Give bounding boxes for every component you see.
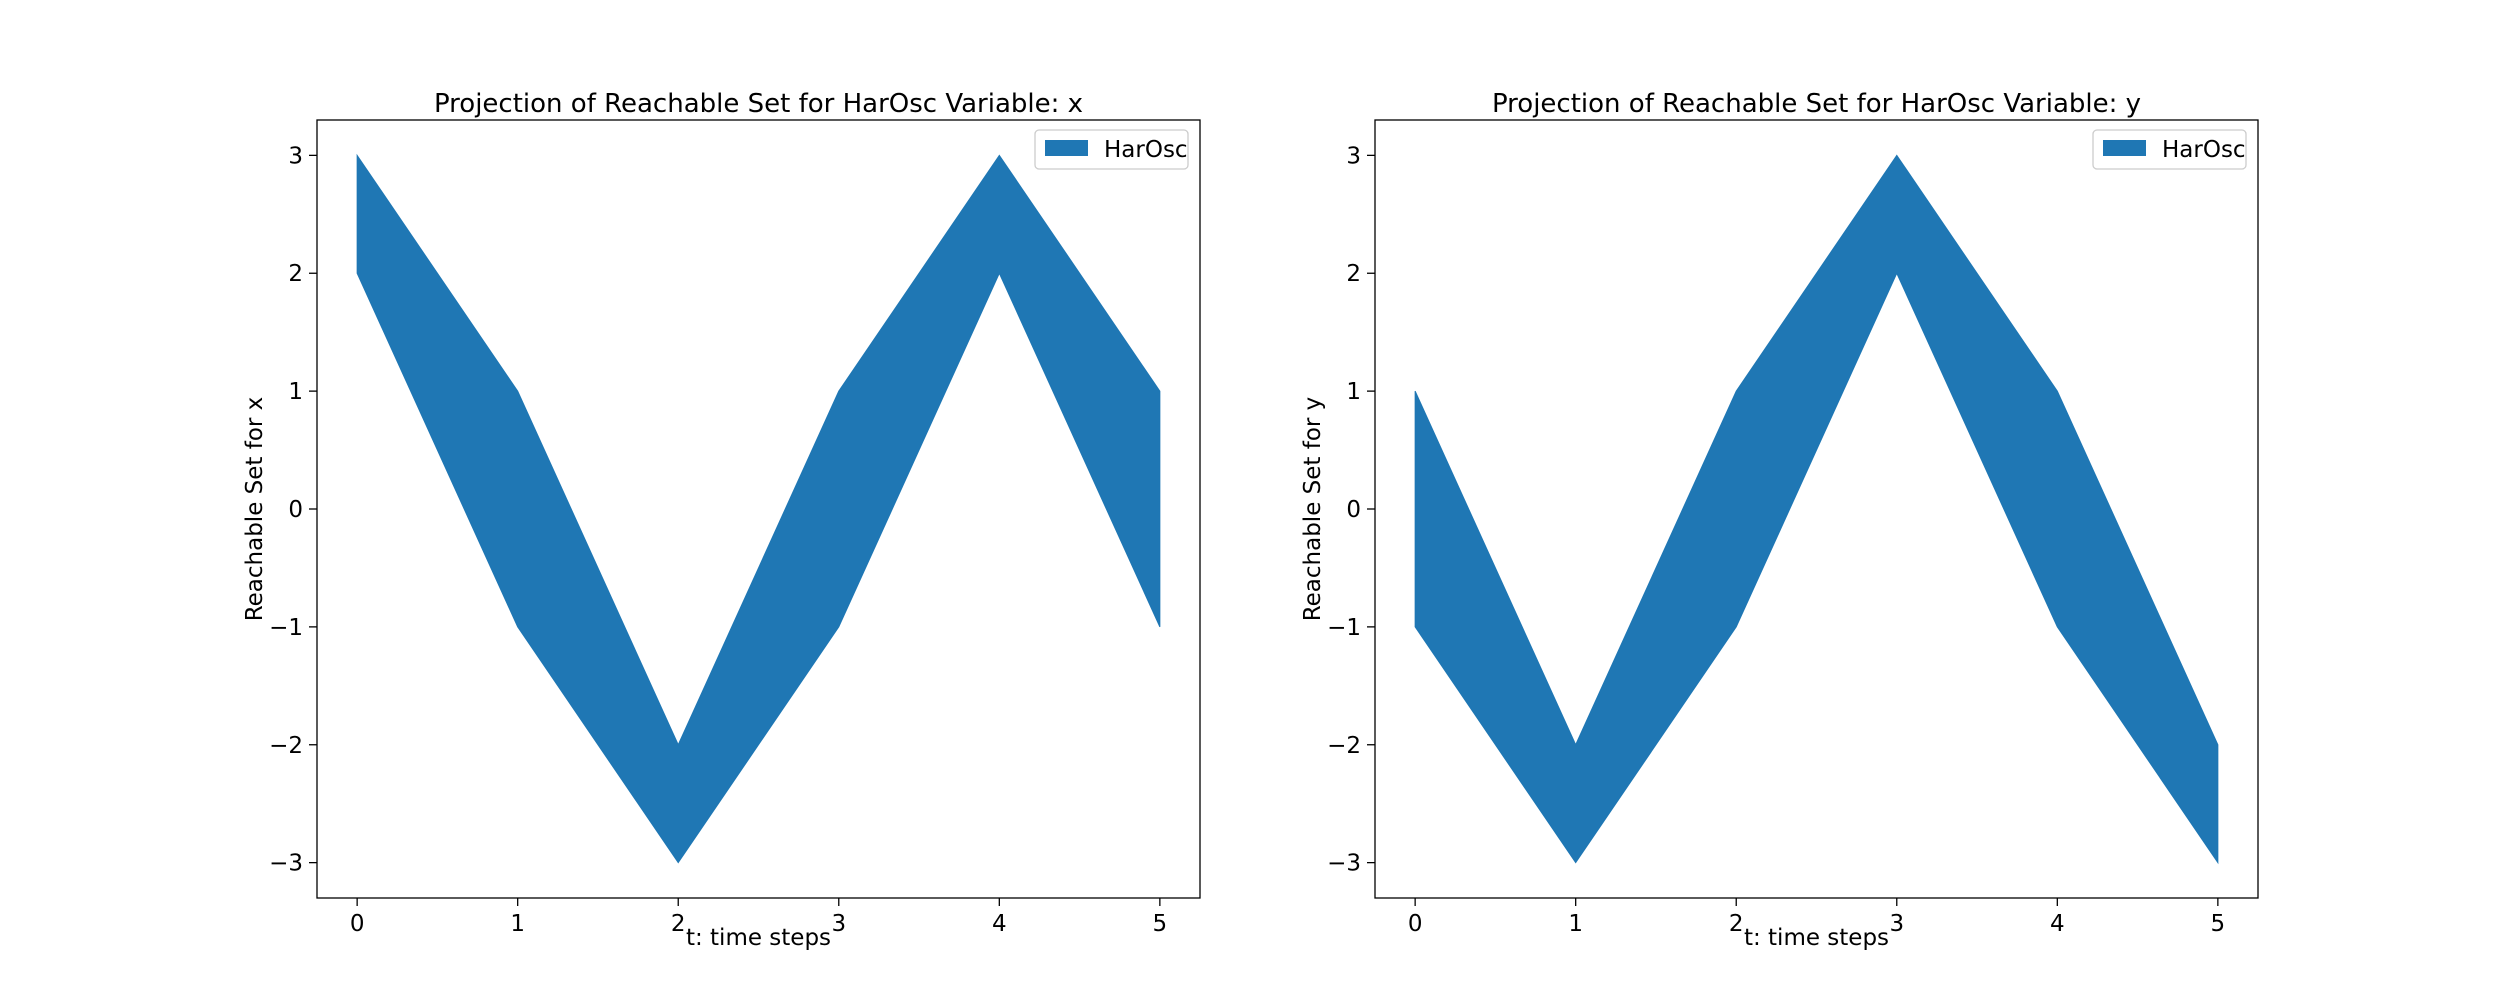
y-tick-label: 0 — [1346, 497, 1361, 523]
x-tick-label: 2 — [1729, 911, 1744, 937]
y-tick-label: −1 — [1327, 615, 1361, 641]
x-tick-label: 1 — [1568, 911, 1583, 937]
x-axis-label: t: time steps — [1744, 925, 1889, 951]
tick-layer: 0 1 2 3 4 5 −3 −2 −1 0 1 2 3 — [1327, 143, 2225, 937]
legend: HarOsc — [2092, 129, 2247, 170]
y-tick-label: −2 — [1327, 733, 1361, 759]
y-tick-label: 1 — [1346, 379, 1361, 405]
y-tick-label: −3 — [269, 851, 303, 877]
y-axis-label: Reachable Set for y — [1300, 397, 1326, 622]
x-tick-label: 0 — [1408, 911, 1423, 937]
chart-y: Projection of Reachable Set for HarOsc V… — [1300, 89, 2259, 951]
chart-title: Projection of Reachable Set for HarOsc V… — [1492, 89, 2141, 119]
y-axis-label: Reachable Set for x — [242, 397, 268, 622]
plot-area — [356, 153, 1161, 864]
legend-label: HarOsc — [2162, 137, 2246, 163]
plot-area — [1414, 154, 2219, 865]
y-tick-label: 1 — [288, 379, 303, 405]
legend: HarOsc — [1034, 129, 1189, 170]
legend-frame — [1034, 129, 1189, 170]
legend-swatch — [2103, 140, 2146, 156]
tick-layer: 0 1 2 3 4 5 −3 −2 −1 0 1 2 3 — [269, 143, 1167, 937]
legend-label: HarOsc — [1104, 137, 1188, 163]
x-tick-label: 4 — [2050, 911, 2065, 937]
x-tick-label: 0 — [350, 911, 365, 937]
y-tick-label: −3 — [1327, 851, 1361, 877]
y-tick-label: 2 — [1346, 261, 1361, 287]
x-tick-label: 4 — [992, 911, 1007, 937]
y-tick-label: 2 — [288, 261, 303, 287]
x-tick-label: 3 — [1889, 911, 1904, 937]
y-tick-label: 0 — [288, 497, 303, 523]
x-tick-label: 5 — [1153, 911, 1168, 937]
y-tick-label: −2 — [269, 733, 303, 759]
x-tick-label: 5 — [2211, 911, 2226, 937]
x-tick-label: 2 — [671, 911, 686, 937]
legend-frame — [2092, 129, 2247, 170]
x-tick-label: 3 — [831, 911, 846, 937]
reachable-set-band — [356, 153, 1161, 864]
legend-swatch — [1045, 140, 1088, 156]
y-tick-label: −1 — [269, 615, 303, 641]
reachable-set-band — [1414, 154, 2219, 865]
x-axis-label: t: time steps — [686, 925, 831, 951]
y-tick-label: 3 — [1346, 143, 1361, 169]
y-tick-label: 3 — [288, 143, 303, 169]
chart-x: Projection of Reachable Set for HarOsc V… — [242, 89, 1201, 951]
x-tick-label: 1 — [510, 911, 525, 937]
chart-title: Projection of Reachable Set for HarOsc V… — [434, 89, 1083, 119]
